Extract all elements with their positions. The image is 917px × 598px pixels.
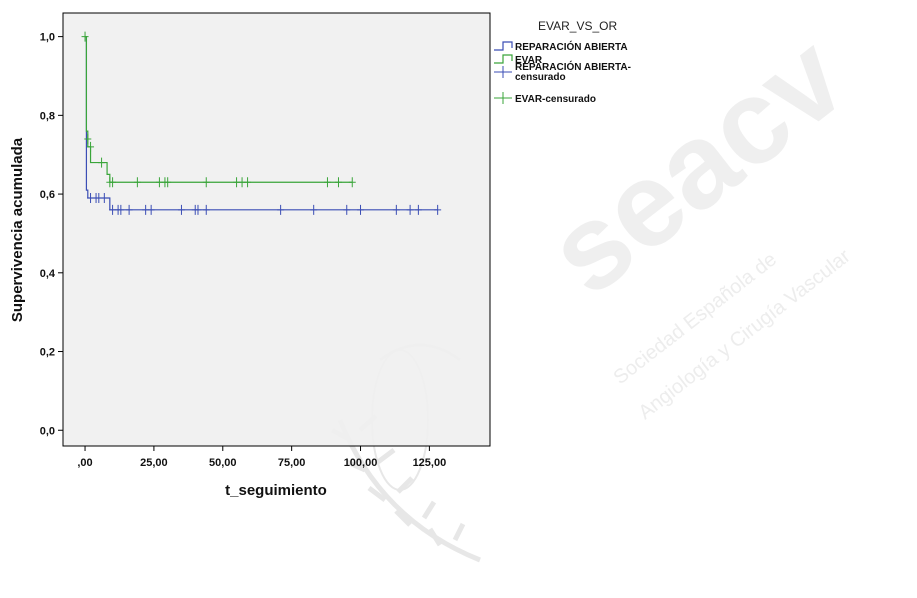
x-tick-label: 25,00 bbox=[140, 457, 168, 469]
censor-mark-evar bbox=[244, 177, 252, 188]
censor-mark-evar bbox=[84, 133, 92, 144]
y-tick-label: 0,6 bbox=[40, 189, 55, 201]
axes: ,00 25,00 50,00 75,00 100,00 125,00 0,0 0,2 0,4 0… bbox=[40, 32, 447, 469]
y-tick-label: 0,2 bbox=[40, 347, 55, 359]
legend: EVAR_VS_OR REPARACIÓN ABIERTA EVARREPARAC… bbox=[494, 19, 631, 105]
legend-item: EVAR-censurado bbox=[494, 92, 596, 105]
x-tick-label: 100,00 bbox=[344, 457, 378, 469]
censor-mark-reparacion-abierta bbox=[177, 204, 185, 215]
legend-label: EVAR-censurado bbox=[515, 94, 596, 105]
censor-mark-evar bbox=[109, 177, 117, 188]
series-layer bbox=[81, 31, 442, 215]
censor-mark-evar bbox=[202, 177, 210, 188]
censor-mark-evar bbox=[348, 177, 356, 188]
censor-mark-reparacion-abierta bbox=[392, 204, 400, 215]
legend-swatch bbox=[494, 92, 512, 104]
plot-area bbox=[62, 12, 491, 447]
censor-mark-evar bbox=[87, 141, 95, 152]
legend-label: EVAR bbox=[515, 55, 543, 66]
censor-mark-evar bbox=[98, 157, 106, 168]
censor-mark-reparacion-abierta bbox=[343, 204, 351, 215]
censor-mark-reparacion-abierta bbox=[202, 204, 210, 215]
legend-swatch bbox=[494, 66, 512, 78]
legend-title: EVAR_VS_OR bbox=[538, 19, 617, 33]
censor-mark-reparacion-abierta bbox=[414, 204, 422, 215]
x-tick-label: 50,00 bbox=[209, 457, 237, 469]
censor-mark-reparacion-abierta bbox=[194, 204, 202, 215]
y-tick-label: 0,4 bbox=[40, 268, 56, 280]
legend-item: EVAR bbox=[494, 54, 543, 66]
censor-mark-reparacion-abierta bbox=[357, 204, 365, 215]
x-tick-label: 125,00 bbox=[413, 457, 447, 469]
series-line-evar bbox=[85, 36, 353, 183]
legend-item: REPARACIÓN ABIERTA bbox=[494, 40, 628, 53]
legend-swatch bbox=[494, 54, 513, 64]
censor-mark-reparacion-abierta bbox=[117, 204, 125, 215]
censor-mark-reparacion-abierta bbox=[434, 204, 442, 215]
x-tick-label: ,00 bbox=[77, 457, 92, 469]
censor-mark-evar bbox=[81, 31, 89, 42]
legend-label: REPARACIÓN ABIERTA- bbox=[515, 60, 631, 73]
censor-mark-reparacion-abierta bbox=[147, 204, 155, 215]
x-axis-title: t_seguimiento bbox=[225, 482, 327, 499]
censor-mark-reparacion-abierta bbox=[125, 204, 133, 215]
censor-mark-reparacion-abierta bbox=[100, 193, 108, 204]
legend-swatch bbox=[494, 41, 513, 51]
censor-mark-reparacion-abierta bbox=[310, 204, 318, 215]
censor-mark-evar bbox=[334, 177, 342, 188]
y-tick-label: 1,0 bbox=[40, 32, 55, 44]
censor-mark-evar bbox=[323, 177, 331, 188]
y-tick-label: 0,8 bbox=[40, 110, 55, 122]
legend-label: censurado bbox=[515, 72, 566, 83]
y-tick-label: 0,0 bbox=[40, 425, 55, 437]
censor-mark-evar bbox=[164, 177, 172, 188]
legend-label: REPARACIÓN ABIERTA bbox=[515, 40, 628, 53]
censor-mark-evar bbox=[133, 177, 141, 188]
legend-item: REPARACIÓN ABIERTA-censurado bbox=[494, 60, 631, 83]
y-axis-title: Supervivencia acumulada bbox=[9, 137, 26, 322]
censor-mark-reparacion-abierta bbox=[406, 204, 414, 215]
censor-mark-reparacion-abierta bbox=[277, 204, 285, 215]
x-tick-label: 75,00 bbox=[278, 457, 306, 469]
